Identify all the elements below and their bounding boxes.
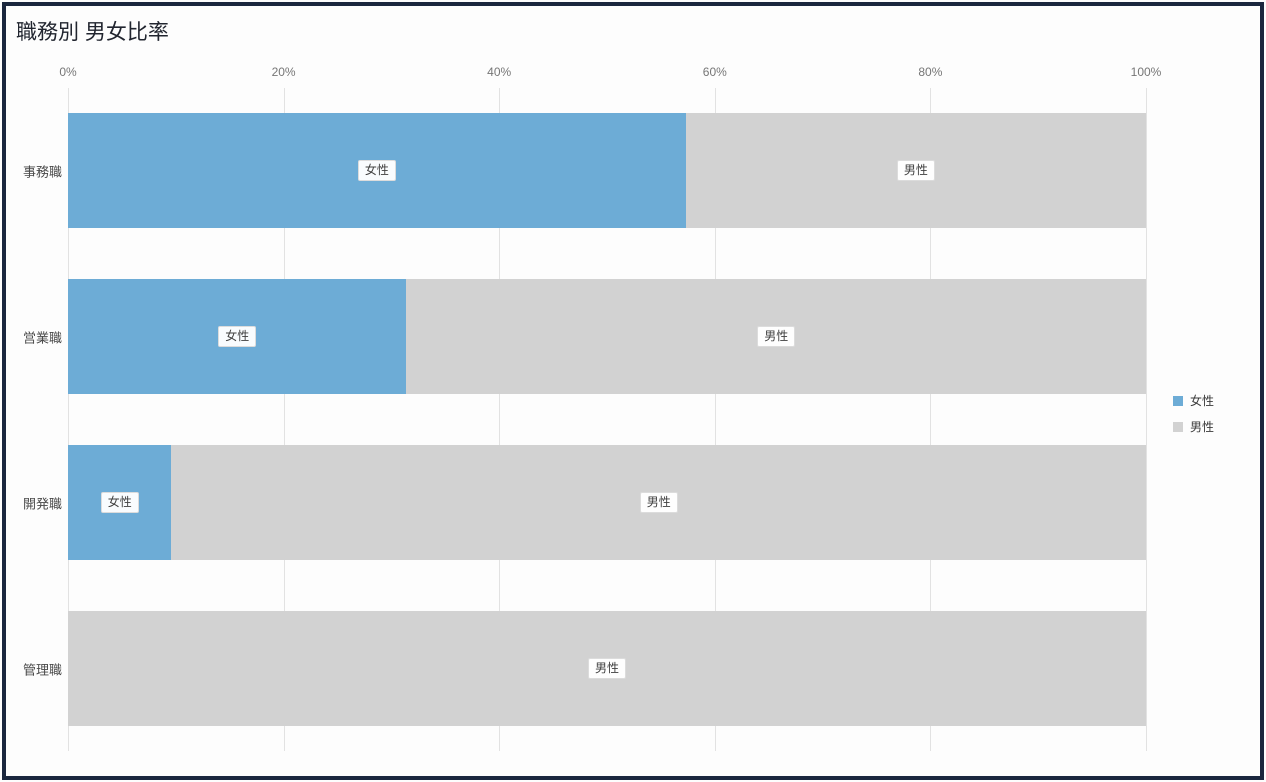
category-label: 事務職	[22, 164, 62, 179]
segment-label: 女性	[100, 492, 139, 513]
x-tick-label: 40%	[487, 65, 512, 79]
legend-label: 男性	[1190, 420, 1215, 434]
gridline	[68, 88, 69, 751]
gridline	[714, 88, 716, 751]
bar-row: 女性 男性	[68, 445, 1146, 560]
category-label: 管理職	[22, 662, 62, 677]
bar-segment-male[interactable]: 男性	[406, 279, 1146, 394]
category-label: 営業職	[22, 330, 62, 345]
bar-segment-male[interactable]: 男性	[685, 113, 1146, 228]
segment-label: 女性	[218, 326, 257, 347]
bar-row: 女性 男性	[68, 279, 1146, 394]
x-tick-label: 80%	[918, 65, 943, 79]
legend-item-female[interactable]: 女性	[1173, 392, 1214, 409]
segment-label: 男性	[757, 326, 796, 347]
bar-segment-male[interactable]: 男性	[68, 611, 1146, 726]
gridline	[930, 88, 932, 751]
segment-label: 男性	[639, 492, 678, 513]
segment-label: 女性	[357, 160, 396, 181]
gridline	[499, 88, 501, 751]
legend-swatch-icon	[1173, 395, 1183, 406]
bar-segment-female[interactable]: 女性	[68, 113, 686, 228]
gridline	[283, 88, 285, 751]
legend: 女性 男性	[1173, 392, 1214, 444]
x-tick-label: 100%	[1130, 65, 1162, 79]
x-tick-label: 60%	[702, 65, 727, 79]
bar-segment-female[interactable]: 女性	[68, 445, 172, 560]
legend-swatch-icon	[1173, 421, 1183, 432]
bar-segment-female[interactable]: 女性	[68, 279, 407, 394]
segment-label: 男性	[896, 160, 935, 181]
bar-row: 女性 男性	[68, 113, 1146, 228]
chart-title: 職務別 男女比率	[16, 21, 169, 44]
gridline	[1146, 88, 1147, 751]
legend-item-male[interactable]: 男性	[1173, 418, 1214, 435]
bar-row: 男性	[68, 611, 1146, 726]
x-tick-label: 20%	[271, 65, 296, 79]
category-label: 開発職	[22, 496, 62, 511]
segment-label: 男性	[587, 658, 626, 679]
legend-label: 女性	[1190, 394, 1215, 408]
bar-segment-male[interactable]: 男性	[171, 445, 1146, 560]
x-tick-label: 0%	[59, 65, 77, 79]
